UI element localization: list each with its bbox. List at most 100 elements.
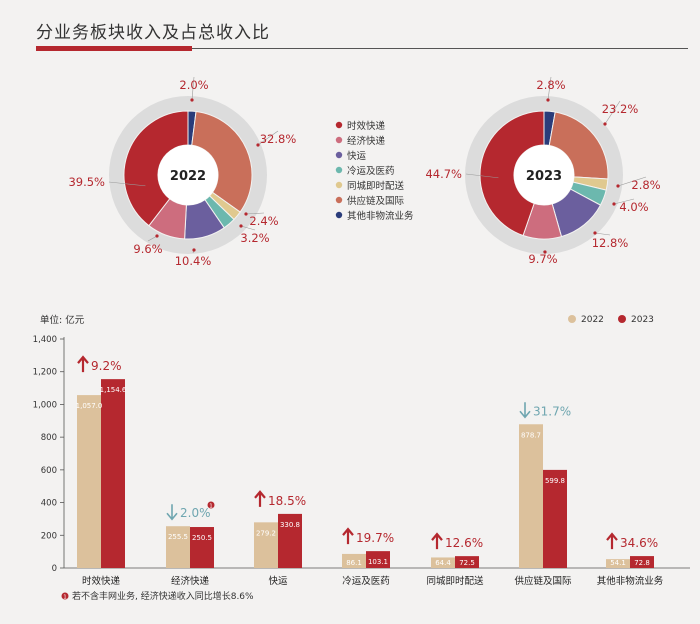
y-tick-label: 800 [41,433,57,443]
legend-label-其他非物流业务: 其他非物流业务 [347,210,414,222]
title-accent-bar [36,46,192,51]
donut-percent-label: 3.2% [240,231,269,245]
growth-up-arrow-icon [254,490,266,507]
leader-line [147,235,158,242]
bar-value-label-2022: 1,057.0 [76,402,103,410]
legend-label-经济快递: 经济快递 [347,135,386,147]
growth-up-arrow-icon [342,527,354,545]
growth-down-arrow-icon [519,402,531,419]
leader-dot [239,224,243,228]
growth-label: 34.6% [620,536,658,550]
bar-2023 [455,556,479,568]
leader-dot [593,231,597,235]
title-divider [36,48,688,49]
donut-center-label: 2022 [170,169,206,184]
donut-center [158,145,218,205]
donut-percent-label: 9.7% [528,252,557,266]
bar-value-label-2022: 878.7 [521,431,541,439]
leader-dot [498,176,502,180]
leader-line [465,173,501,179]
y-tick-label: 1,200 [33,368,57,378]
leader-dot [145,184,149,188]
x-tick-label: 同城即时配送 [426,575,484,587]
bar-value-label-2023: 330.8 [280,521,300,529]
x-tick-label: 冷运及医药 [342,575,390,587]
growth-label: 19.7% [356,531,394,545]
bar-2023 [543,469,567,568]
footnote-marker [61,592,69,600]
bar-2022 [519,424,543,568]
donut-center [514,145,574,205]
growth-down-arrow-icon [166,504,178,521]
y-tick-label: 1,000 [33,400,57,410]
legend-swatch-时效快递 [335,121,343,129]
leader-line [547,76,552,101]
bar-2023 [278,513,302,568]
x-tick-label: 供应链及国际 [514,575,572,587]
bar-2023 [190,527,214,568]
donut-percent-label: 2.8% [536,78,565,92]
legend-label-快运: 快运 [347,150,367,162]
donut-center-label: 2023 [526,169,562,184]
y-tick-label: 1,400 [33,335,57,345]
bar-value-label-2023: 72.5 [459,559,475,567]
donut-percent-label: 10.4% [175,254,212,268]
growth-label: 31.7% [533,404,571,418]
bar-value-label-2022: 54.1 [610,559,626,567]
leader-dot [603,122,607,126]
legend-label-供应链及国际: 供应链及国际 [347,195,405,207]
legend-swatch-其他非物流业务 [335,211,343,219]
leader-dot [616,184,620,188]
leader-dot [612,202,616,206]
donut-percent-label: 2.4% [249,214,278,228]
legend-swatch-经济快递 [335,136,343,144]
leader-line [613,198,635,205]
legend-label-同城即时配送: 同城即时配送 [347,180,405,192]
y-tick-label: 0 [52,564,57,574]
bar-value-label-2023: 250.5 [192,534,212,542]
bar-value-label-2023: 599.8 [545,477,565,485]
bar-2022 [166,526,190,568]
donut-percent-label: 2.0% [179,78,208,92]
donut-percent-label: 23.2% [602,102,639,116]
bar-2022 [254,522,278,568]
growth-up-arrow-icon [431,532,443,550]
leader-line [604,100,621,125]
bar-2023 [101,379,125,568]
x-tick-label: 快运 [268,575,288,587]
growth-label: 9.2% [91,359,122,373]
page-title: 分业务板块收入及占总收入比 [36,23,270,43]
growth-label: 12.6% [445,536,483,550]
leader-dot [190,98,194,102]
leader-dot [192,248,196,252]
footnote-marker-text: 1 [63,595,67,601]
legend-swatch-快运 [335,151,343,159]
bar-value-label-2022: 86.1 [346,559,362,567]
bar-2022 [77,395,101,568]
bar-value-label-2023: 72.8 [634,559,650,567]
y-tick-label: 400 [41,499,57,509]
footnote-marker-text: 1 [209,504,213,510]
leader-line [108,181,148,187]
bar-value-label-2022: 64.4 [435,559,451,567]
leader-line [617,176,647,187]
donut-percent-label: 2.8% [631,178,660,192]
y-tick-label: 200 [41,531,57,541]
bar-2023 [630,556,654,568]
donut-percent-label: 9.6% [133,242,162,256]
legend-swatch-2022 [568,315,576,323]
bar-2022 [431,557,455,568]
unit-label: 单位: 亿元 [40,314,85,326]
bar-2022 [606,559,630,568]
y-tick-label: 600 [41,466,57,476]
bar-value-label-2023: 1,154.6 [100,386,127,394]
leader-dot [244,212,248,216]
donut-percent-label: 4.0% [619,200,648,214]
growth-label: 2.0% [180,506,211,520]
leader-dot [256,143,260,147]
leader-line [191,76,195,101]
legend-label-2022: 2022 [581,315,604,325]
donut-percent-label: 32.8% [260,132,297,146]
x-tick-label: 其他非物流业务 [597,575,664,587]
growth-label: 18.5% [268,494,306,508]
